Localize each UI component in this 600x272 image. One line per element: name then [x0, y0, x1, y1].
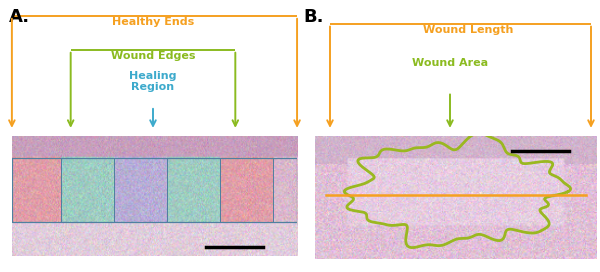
- Text: A.: A.: [9, 8, 30, 26]
- Text: Wound Length: Wound Length: [423, 25, 513, 35]
- Text: Wound Edges: Wound Edges: [111, 51, 195, 61]
- Text: Healing
Region: Healing Region: [129, 71, 177, 92]
- Text: Wound Area: Wound Area: [412, 58, 488, 68]
- Text: B.: B.: [303, 8, 323, 26]
- Text: Healthy Ends: Healthy Ends: [112, 17, 194, 27]
